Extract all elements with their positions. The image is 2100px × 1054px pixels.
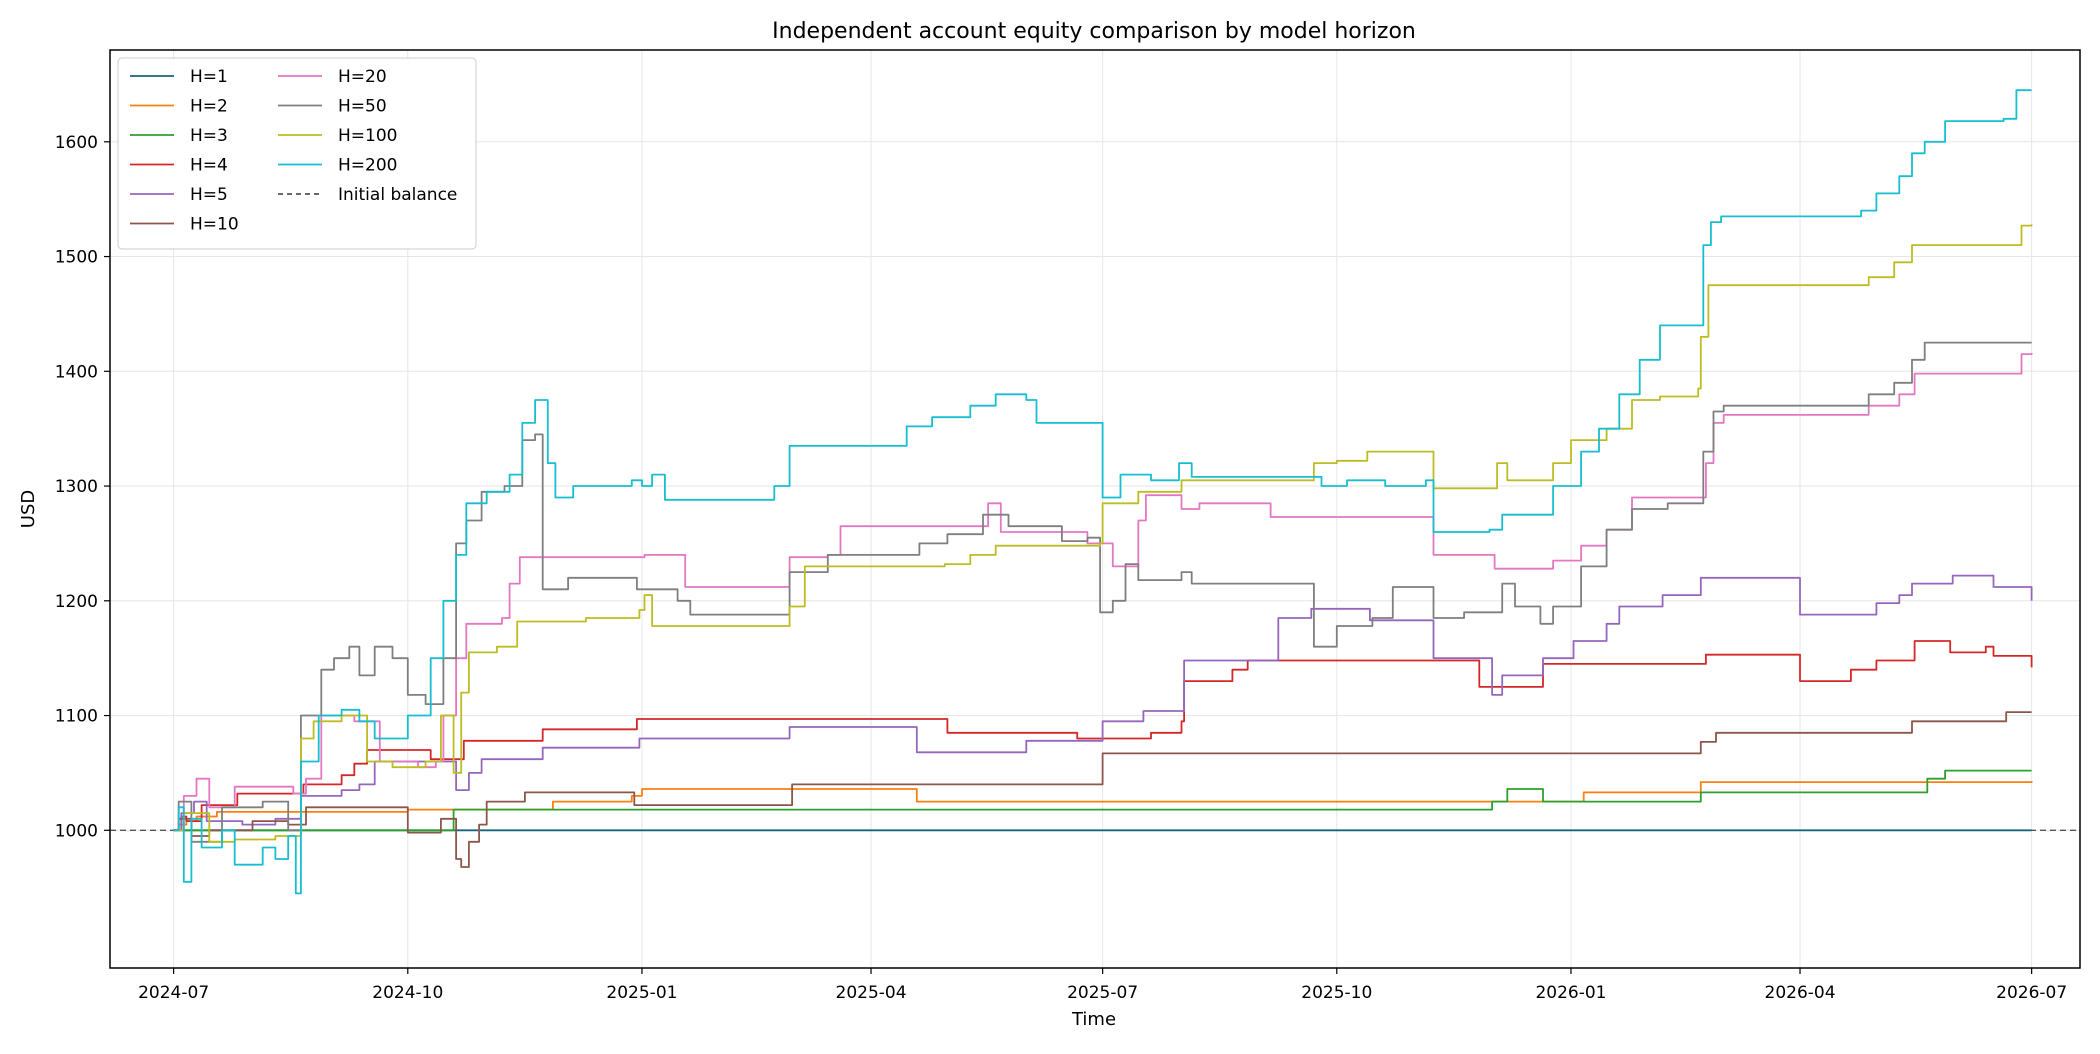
series-line-h-10 <box>173 711 2032 868</box>
x-tick-label: 2025-10 <box>1301 983 1372 1003</box>
legend-label: H=4 <box>190 156 228 176</box>
x-tick-label: 2025-04 <box>836 983 907 1003</box>
y-axis: 1000 1100 1200 1300 1400 1500 1600 <box>55 133 110 841</box>
series-line-h-200 <box>173 89 2032 895</box>
legend-label: H=100 <box>338 126 397 146</box>
chart-title: Independent account equity comparison by… <box>772 19 1416 44</box>
y-tick-label: 1500 <box>55 248 98 268</box>
series-line-h-5 <box>173 574 2033 832</box>
legend-label: H=20 <box>338 67 387 87</box>
legend-box <box>117 57 477 250</box>
x-tick-label: 2026-01 <box>1535 983 1606 1003</box>
y-tick-label: 1200 <box>55 592 98 612</box>
plot-frame <box>109 49 2081 969</box>
x-axis: 2024-07 2024-10 2025-01 2025-04 2025-07 2025-… <box>138 968 2067 1003</box>
legend-label: H=200 <box>338 156 397 176</box>
legend-label: H=3 <box>190 126 228 146</box>
series-line-h-4 <box>173 640 2033 832</box>
x-tick-label: 2024-10 <box>372 983 443 1003</box>
y-tick-label: 1400 <box>55 362 98 382</box>
legend-label: H=2 <box>190 97 228 117</box>
series-line-h-100 <box>173 224 2033 843</box>
x-tick-label: 2024-07 <box>138 983 209 1003</box>
series-line-h-50 <box>173 341 2032 843</box>
legend: H=1 H=2 H=3 H=4 H=5 H=10 H=20 H=50 H=100 H=200 Ini… <box>117 57 477 250</box>
legend-label: H=5 <box>190 185 228 205</box>
legend-label: H=10 <box>190 215 239 235</box>
y-axis-label: USD <box>18 490 39 528</box>
y-tick-label: 1100 <box>55 707 98 727</box>
x-tick-label: 2025-01 <box>606 983 677 1003</box>
legend-label: H=1 <box>190 67 228 87</box>
y-tick-label: 1600 <box>55 133 98 153</box>
legend-label: H=50 <box>338 97 387 117</box>
x-tick-label: 2025-07 <box>1067 983 1138 1003</box>
x-tick-label: 2026-07 <box>1996 983 2067 1003</box>
y-tick-label: 1000 <box>55 821 98 841</box>
x-axis-label: Time <box>1071 1009 1116 1030</box>
legend-label: Initial balance <box>338 185 457 205</box>
x-tick-label: 2026-04 <box>1765 983 1836 1003</box>
y-tick-label: 1300 <box>55 477 98 497</box>
series-layer <box>173 89 2033 895</box>
series-line-h-3 <box>173 769 2032 832</box>
